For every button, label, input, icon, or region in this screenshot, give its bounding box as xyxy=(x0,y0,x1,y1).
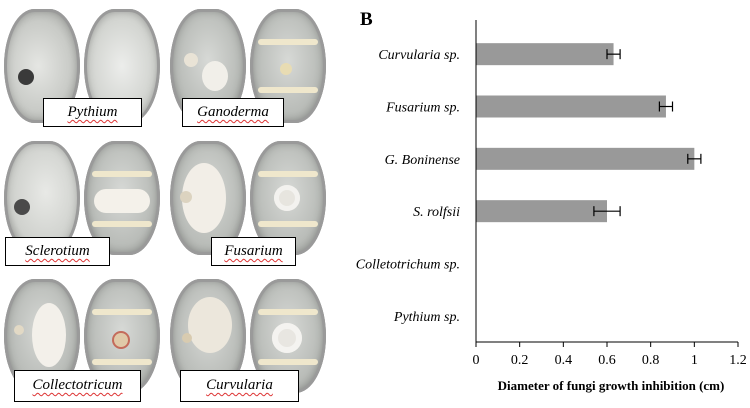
plate-photo-sclerotium xyxy=(2,135,162,261)
label-pythium: Pythium xyxy=(43,98,142,127)
fungal-plug xyxy=(14,199,30,215)
panel-a-plate-photos: A Pythium Ganoderma Sclerotium xyxy=(0,0,340,408)
panel-b-bar-chart: B Curvularia sp. Fusarium sp. G. Boninense… xyxy=(340,0,750,408)
category-label: Fusarium sp. xyxy=(385,101,460,116)
x-tick-label: 0.6 xyxy=(598,353,616,368)
panel-b-letter: B xyxy=(360,9,373,30)
fungal-plug xyxy=(280,63,292,75)
fungal-plug xyxy=(14,325,24,335)
bacterial-streak xyxy=(92,359,152,365)
bacterial-streak xyxy=(258,87,318,93)
fungal-plug xyxy=(114,333,128,347)
fungal-colony xyxy=(274,185,300,211)
fungal-colony xyxy=(202,61,228,91)
label-collectotricum: Collectotricum xyxy=(14,370,141,402)
bar xyxy=(476,95,666,118)
category-label: S. rolfsii xyxy=(413,205,460,220)
x-tick-label: 0.4 xyxy=(555,353,573,368)
fungal-plug xyxy=(184,53,198,67)
bar xyxy=(476,200,607,223)
category-label: G. Boninense xyxy=(385,153,460,168)
x-tick-label: 0.8 xyxy=(642,353,660,368)
category-label: Colletotrichum sp. xyxy=(356,258,460,273)
fungal-colony xyxy=(94,189,150,213)
fungal-colony xyxy=(188,297,232,353)
bacterial-streak xyxy=(92,171,152,177)
x-tick-label: 0 xyxy=(473,353,480,368)
bacterial-streak xyxy=(92,309,152,315)
fungal-plug xyxy=(180,191,192,203)
category-label: Pythium sp. xyxy=(393,310,460,325)
fungal-colony xyxy=(32,303,66,367)
fungal-plug xyxy=(182,333,192,343)
plate-photo-fusarium xyxy=(168,135,328,261)
bacterial-streak xyxy=(258,309,318,315)
inhibition-bar-chart: Curvularia sp. Fusarium sp. G. Boninense S.… xyxy=(356,20,747,393)
bar xyxy=(476,43,614,66)
category-label: Curvularia sp. xyxy=(378,48,460,63)
bacterial-streak xyxy=(92,221,152,227)
bacterial-streak xyxy=(258,171,318,177)
fungal-plug xyxy=(18,69,34,85)
dual-culture-plate xyxy=(4,141,80,255)
label-curvularia: Curvularia xyxy=(180,370,299,402)
bar xyxy=(476,147,695,170)
bacterial-streak xyxy=(258,39,318,45)
x-tick-label: 0.2 xyxy=(511,353,529,368)
bacterial-streak xyxy=(258,221,318,227)
fungal-colony xyxy=(272,323,302,353)
x-axis-label: Diameter of fungi growth inhibition (cm) xyxy=(498,378,725,393)
x-tick-label: 1.2 xyxy=(729,353,747,368)
label-fusarium: Fusarium xyxy=(211,237,296,266)
x-tick-label: 1 xyxy=(691,353,698,368)
control-plate xyxy=(250,141,326,255)
dual-culture-plate xyxy=(170,141,246,255)
label-sclerotium: Sclerotium xyxy=(5,237,110,266)
control-plate xyxy=(84,141,160,255)
bacterial-streak xyxy=(258,359,318,365)
label-ganoderma: Ganoderma xyxy=(182,98,284,127)
